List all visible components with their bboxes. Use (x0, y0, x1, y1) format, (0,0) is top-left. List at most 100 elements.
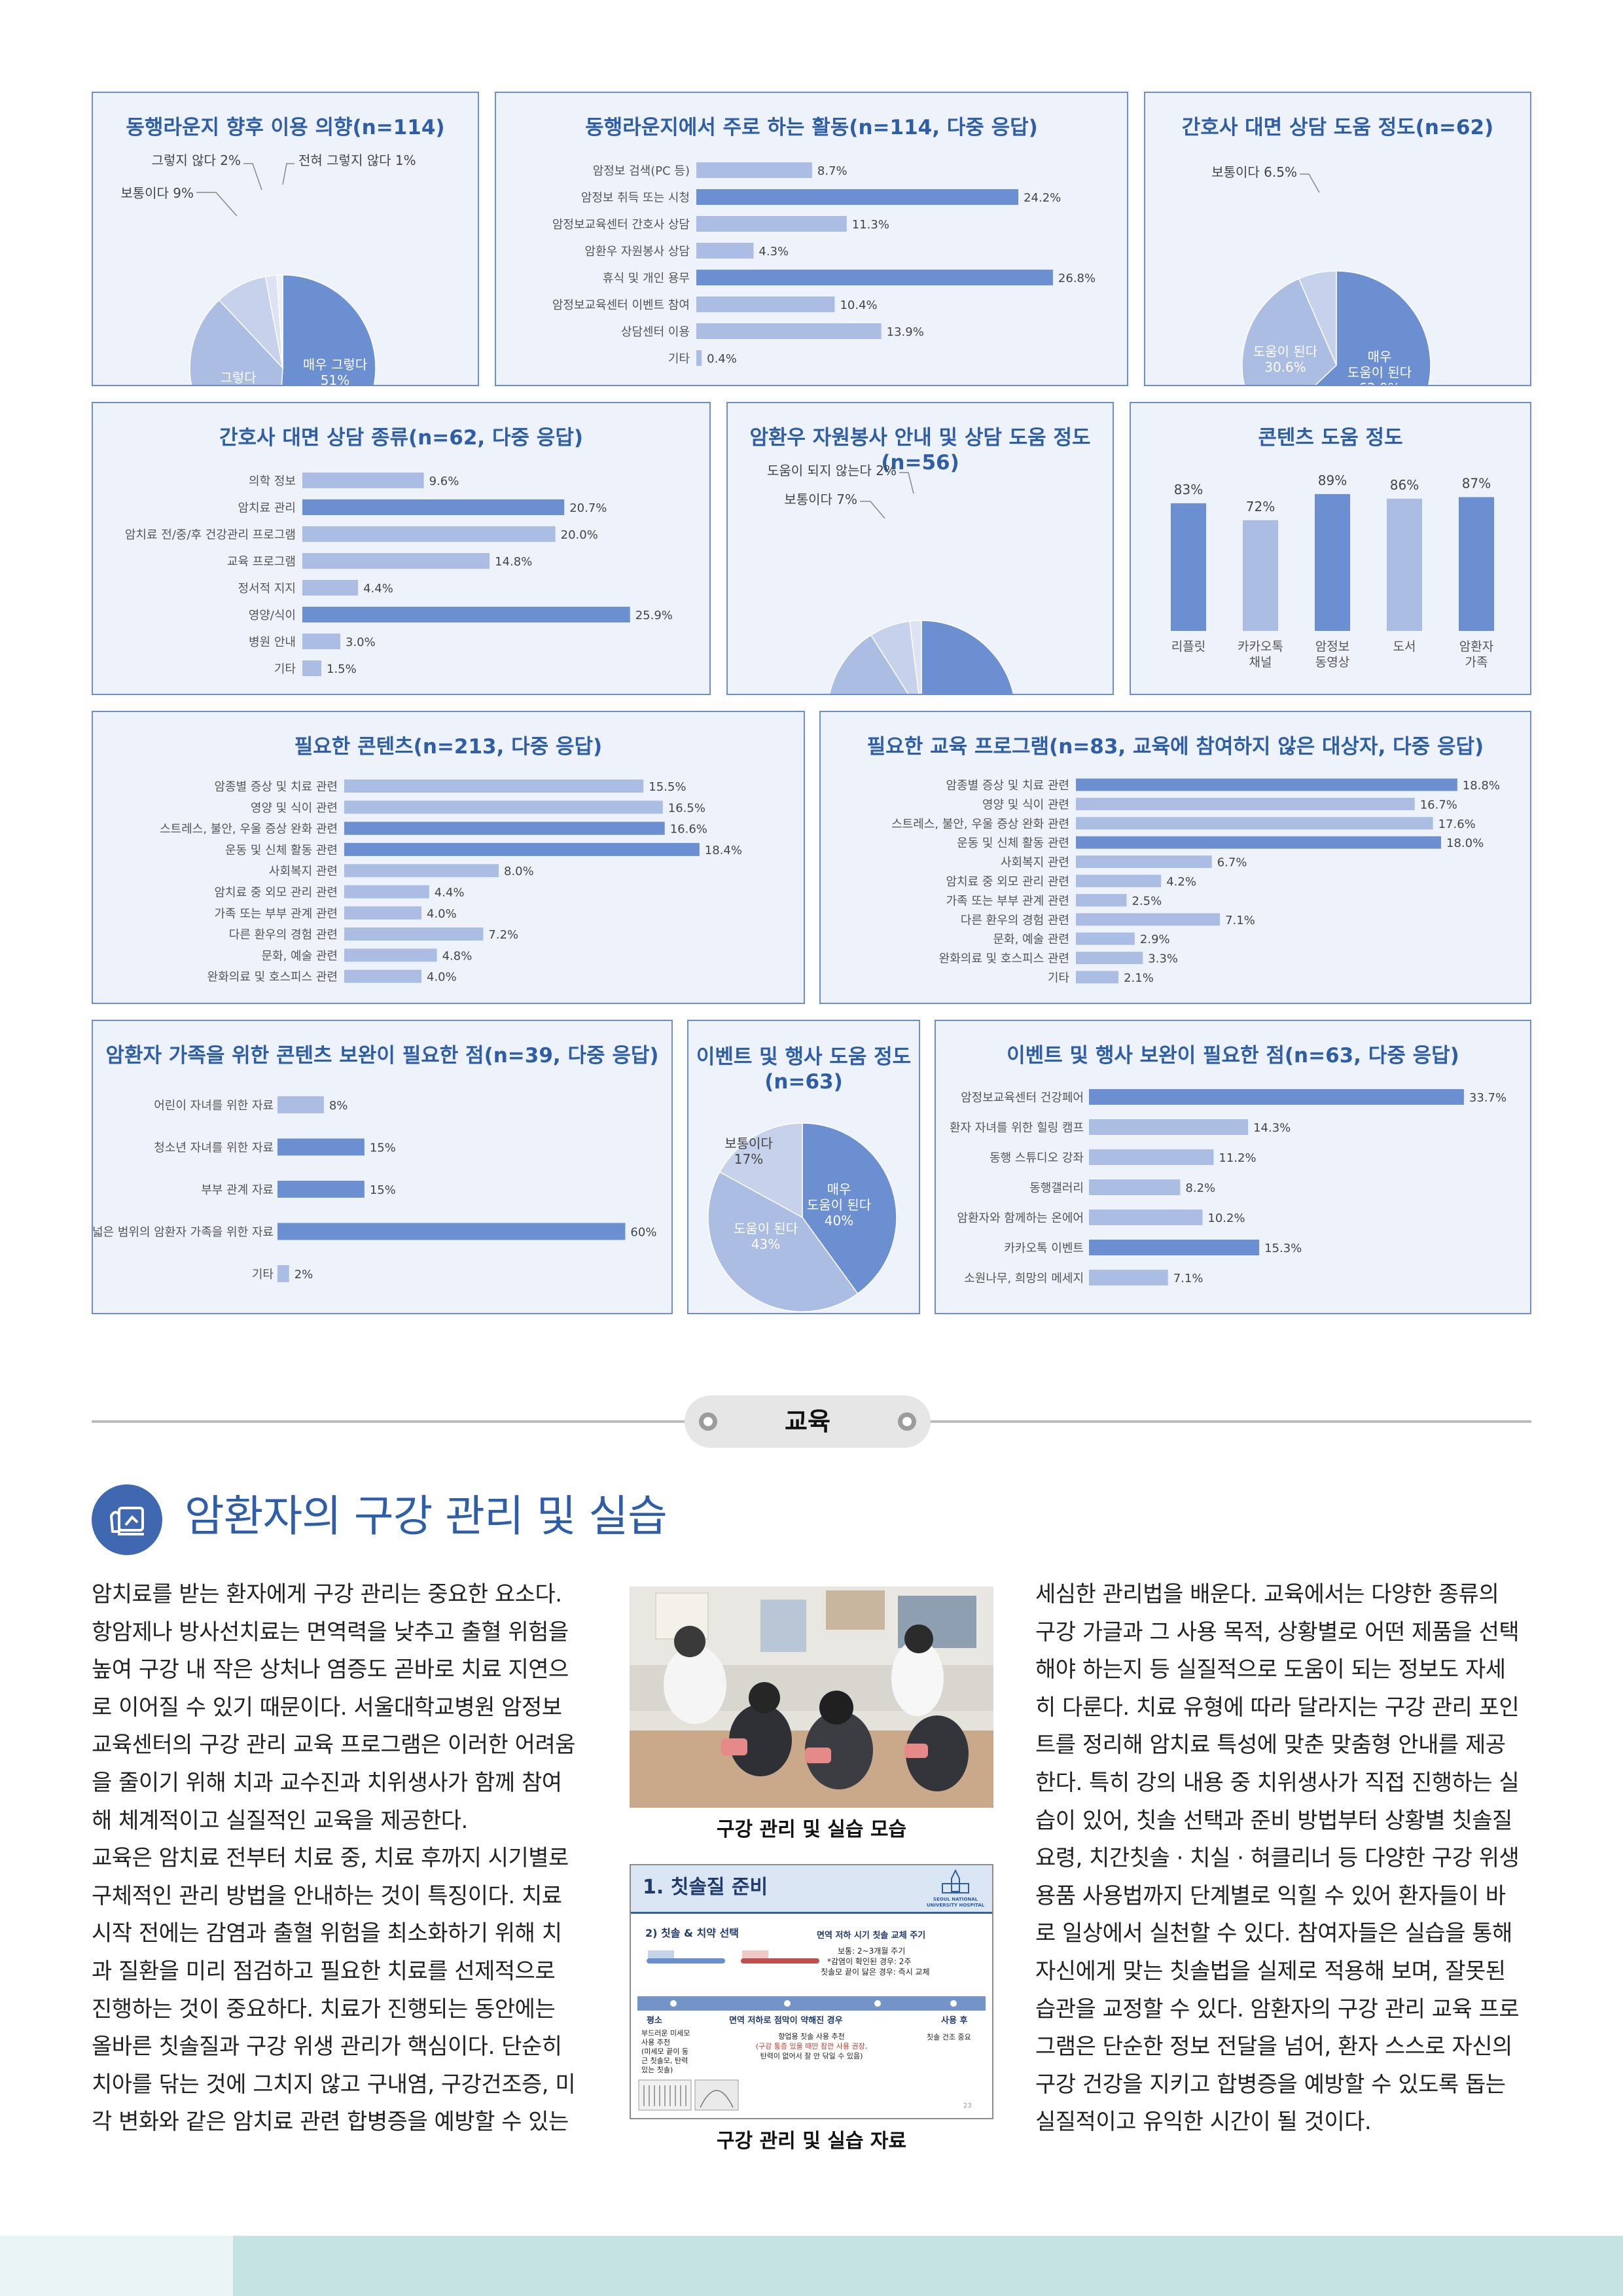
slide-header (631, 1865, 992, 1914)
paragraph-line: 치아를 닦는 것에 그치지 않고 구내염, 구강건조증, 미 (92, 2071, 576, 2098)
bar (344, 927, 484, 941)
slice-label: 17% (734, 1151, 763, 1167)
event-help-panel: 이벤트 및 행사 도움 정도 (n=63) 매우 도움이 된다 40% 도움이 된다 4… (687, 1020, 920, 1314)
category-label: 리플릿 (1171, 639, 1205, 654)
bar (1076, 817, 1433, 830)
value-label: 4.0% (427, 907, 457, 921)
category-label: 완화의료 및 호스피스 관련 (939, 952, 1069, 966)
category-label: 어린이 자녀를 위한 자료 (154, 1099, 274, 1113)
pie-slice (281, 274, 376, 385)
category-label: 가족 또는 부부 관계 관련 (215, 907, 338, 921)
bar (1089, 1149, 1214, 1165)
oral-care-material-slide: 1. 칫솔질 준비 SEOUL NATIONAL UNIVERSITY HOSP… (630, 1864, 993, 2119)
slice-label: 보통이다 9% (120, 185, 194, 201)
value-label: 11.3% (852, 218, 889, 232)
category-label: 소원나무, 희망의 메세지 (964, 1272, 1084, 1285)
category-label: 가족 또는 부부 관계 관련 (946, 894, 1070, 908)
value-label: 4.3% (758, 245, 789, 259)
value-label: 3.3% (1148, 952, 1178, 966)
slide-top-line-3: 칫솔모 끝이 닳은 경우: 즉시 교체 (821, 1967, 930, 1977)
category-label: 기타 (668, 352, 690, 366)
bar (1171, 503, 1206, 631)
bar (302, 634, 340, 649)
bar (344, 800, 663, 814)
bar (302, 660, 321, 676)
bar (1089, 1089, 1464, 1105)
bar (344, 969, 421, 983)
bar (1089, 1119, 1249, 1135)
value-label: 14.8% (495, 555, 532, 569)
category-label: 카카오톡 (1238, 639, 1283, 654)
oral-care-practice-photo (630, 1587, 993, 1808)
chart-title: 동행라운지 향후 이용 의향(n=114) (126, 116, 445, 139)
stage-note-line: 있는 칫솔) (641, 2066, 673, 2074)
bar (302, 499, 565, 515)
slice-label: 도움이 된다 (1347, 365, 1412, 380)
category-label: 암정보교육센터 건강페어 (961, 1091, 1084, 1105)
needed-programs-panel: 필요한 교육 프로그램(n=83, 교육에 참여하지 않은 대상자, 다중 응답… (819, 711, 1531, 1004)
category-label: 영양 및 식이 관련 (251, 801, 338, 815)
slice-label: 매우 (827, 1181, 851, 1197)
category-label: 휴식 및 개인 용무 (603, 272, 690, 285)
paragraph-line: 로 일상에서 실천할 수 있다. 참여자들은 실습을 통해 (1035, 1920, 1512, 1947)
stage-note-line: 부드러운 미세모 (641, 2029, 690, 2037)
value-label: 10.2% (1207, 1211, 1245, 1225)
category-label: 환자 자녀를 위한 힐링 캠프 (950, 1121, 1084, 1135)
value-label: 2% (294, 1268, 313, 1282)
bar (344, 948, 437, 962)
category-label: 다른 환우의 경험 관련 (229, 928, 338, 942)
family-needs-bar-chart: 어린이 자녀를 위한 자료 8% 청소년 자녀를 위한 자료 15% 부부 관계 자료 1… (93, 1096, 656, 1282)
slice-label: 43% (751, 1236, 780, 1252)
category-label: 암치료 중 외모 관리 관련 (946, 875, 1070, 889)
category-label: 암치료 중 외모 관리 관련 (215, 886, 338, 900)
value-label: 4.2% (1166, 875, 1196, 889)
slice-label: 보통이다 6.5% (1211, 164, 1297, 180)
pie-slice (802, 1122, 897, 1295)
paragraph-line: 암치료를 받는 환자에게 구강 관리는 중요한 요소다. (92, 1581, 562, 1607)
value-label: 72% (1246, 499, 1275, 514)
chart-title: 이벤트 및 행사 보완이 필요한 점(n=63, 다중 응답) (1007, 1044, 1459, 1067)
value-label: 13.9% (887, 325, 924, 339)
nurse-types-bar-chart: 의학 정보 9.6% 암치료 관리 20.7% 암치료 전/중/후 건강관리 프로그램 2… (125, 473, 673, 676)
bar (1076, 971, 1119, 984)
pie-slice (921, 620, 1014, 694)
category-label: 기타 (274, 662, 296, 676)
paragraph-line: 실질적이고 유익한 시간이 될 것이다. (1035, 2109, 1372, 2136)
value-label: 4.4% (435, 886, 465, 900)
pie-slice (909, 620, 922, 694)
paragraph-line: 교육은 암치료 전부터 치료 중, 치료 후까지 시기별로 (92, 1845, 569, 1872)
slice-label: 그렇지 않다 2% (152, 152, 241, 168)
category-label: 동행갤러리 (1029, 1181, 1084, 1195)
dot-icon (898, 1412, 916, 1431)
category-label: 암치료 관리 (238, 501, 296, 515)
bar (696, 243, 754, 259)
value-label: 10.4% (840, 298, 877, 312)
value-label: 1.5% (327, 662, 357, 676)
value-label: 15% (370, 1183, 396, 1197)
slice-label: 도움이 된다 (1253, 344, 1317, 359)
leader-line (899, 472, 914, 494)
slice-label: 매우 (1368, 349, 1392, 365)
stage-label: 평소 (647, 2016, 662, 2026)
bar (302, 580, 359, 596)
value-label: 2.9% (1140, 933, 1170, 946)
article-column-3: 세심한 관리법을 배운다. 교육에서는 다양한 종류의 구강 가글과 그 사용 목… (1035, 1576, 1533, 2142)
value-label: 7.1% (1225, 914, 1255, 927)
category-label: 기타 (252, 1268, 274, 1282)
tooth-brush-icon (92, 1484, 162, 1555)
stage-note-line: 탄력이 없어서 잘 안 닦일 수 있음) (760, 2052, 863, 2060)
stage-note-line: (구강 통증 있을 때만 잠깐 사용 권장, (755, 2042, 868, 2051)
paragraph-line: 각 변화와 같은 암치료 관련 합병증을 예방할 수 있는 (92, 2109, 569, 2136)
category-label: 문화, 예술 관련 (993, 933, 1069, 946)
paragraph-line: 해야 하는지 등 실질적으로 도움이 되는 정보도 자세 (1035, 1657, 1506, 1683)
paragraph-line: 요령, 치간칫솔 · 치실 · 혀클리너 등 다양한 구강 위생 (1035, 1845, 1520, 1872)
value-label: 16.7% (1420, 798, 1457, 812)
needed-contents-bar-chart: 암종별 증상 및 치료 관련 15.5% 영양 및 식이 관련 16.5% 스트레스, … (160, 780, 742, 984)
category-label: 가족 (1465, 655, 1488, 670)
paragraph-line: 자신에게 맞는 칫솔법을 실제로 적용해 보며, 잘못된 (1035, 1958, 1506, 1984)
chart-title: 필요한 콘텐츠(n=213, 다중 응답) (294, 735, 603, 759)
category-label: 암환자와 함께하는 온에어 (957, 1211, 1084, 1225)
timeline-bar (637, 1996, 986, 2011)
